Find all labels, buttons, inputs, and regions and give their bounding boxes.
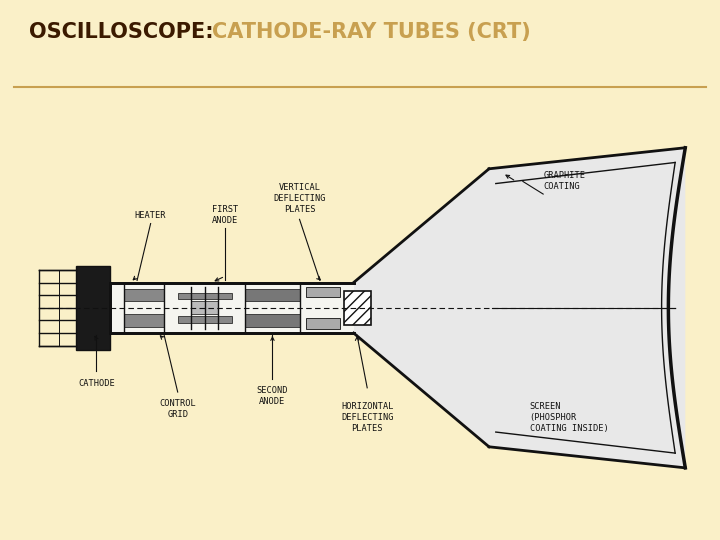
Bar [178, 293, 232, 299]
Text: SECOND
ANODE: SECOND ANODE [257, 386, 288, 406]
Text: HEATER: HEATER [135, 211, 166, 220]
Bar [343, 291, 371, 325]
Bar [246, 289, 300, 301]
Text: CATHODE: CATHODE [78, 379, 115, 388]
Text: VERTICAL
DEFLECTING
PLATES: VERTICAL DEFLECTING PLATES [274, 183, 325, 214]
Text: GRAPHITE
COATING: GRAPHITE COATING [543, 171, 585, 192]
Bar [192, 301, 218, 314]
Bar [110, 282, 354, 333]
Text: CATHODE-RAY TUBES (CRT): CATHODE-RAY TUBES (CRT) [212, 22, 531, 42]
Text: OSCILLOSCOPE:: OSCILLOSCOPE: [29, 22, 213, 42]
Bar [306, 287, 340, 297]
Bar [124, 314, 164, 327]
Text: CONTROL
GRID: CONTROL GRID [159, 399, 196, 419]
Text: FIRST
ANODE: FIRST ANODE [212, 205, 238, 225]
Bar [246, 314, 300, 327]
Bar [306, 319, 340, 329]
Bar [124, 289, 164, 301]
Text: HORIZONTAL
DEFLECTING
PLATES: HORIZONTAL DEFLECTING PLATES [341, 402, 393, 433]
Bar [76, 266, 110, 350]
Text: SCREEN
(PHOSPHOR
COATING INSIDE): SCREEN (PHOSPHOR COATING INSIDE) [530, 402, 608, 433]
Polygon shape [354, 148, 685, 468]
Bar [178, 316, 232, 322]
